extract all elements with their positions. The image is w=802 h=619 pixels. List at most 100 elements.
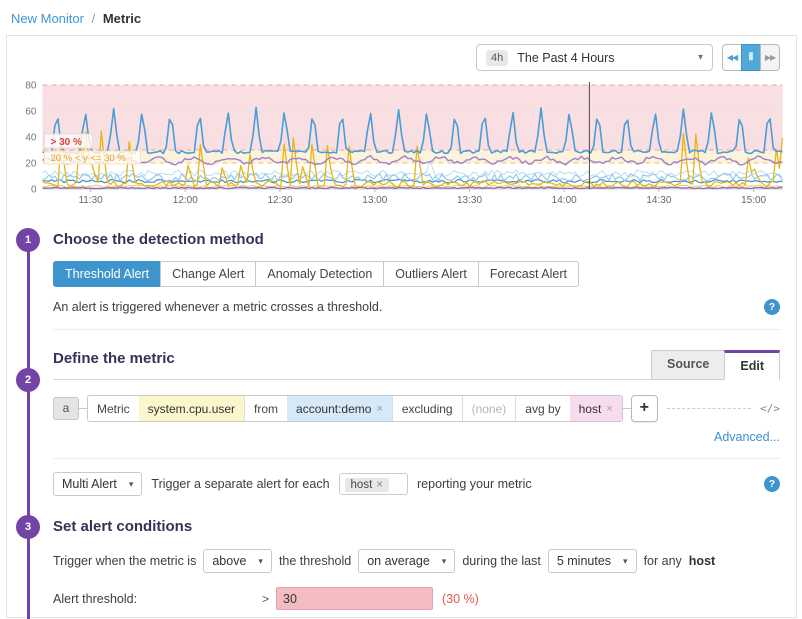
tab-edit[interactable]: Edit [724, 350, 780, 380]
step-connector-line [27, 243, 30, 619]
help-icon[interactable]: ? [764, 476, 780, 492]
trigger-text-2: the threshold [278, 554, 352, 568]
tab-outliers-alert[interactable]: Outliers Alert [383, 261, 479, 287]
avg-by-label: avg by [515, 396, 569, 421]
section-detection-method: 1 Choose the detection method Threshold … [16, 228, 780, 330]
svg-text:60: 60 [25, 107, 37, 118]
chevron-down-icon: ▾ [441, 555, 447, 566]
help-icon[interactable]: ? [764, 299, 780, 315]
breadcrumb: New Monitor / Metric [0, 0, 802, 35]
multi-alert-tag-input[interactable]: host × [338, 473, 408, 495]
divider [53, 458, 780, 459]
svg-text:13:00: 13:00 [362, 195, 387, 206]
multi-alert-text-before: Trigger a separate alert for each [151, 477, 330, 491]
svg-text:14:30: 14:30 [646, 195, 671, 206]
svg-text:0: 0 [31, 185, 37, 196]
svg-text:13:30: 13:30 [457, 195, 482, 206]
remove-icon[interactable]: × [606, 402, 613, 415]
chevron-down-icon: ▾ [128, 478, 134, 489]
metric-name-token[interactable]: system.cpu.user [138, 396, 245, 421]
alert-threshold-operator: > [261, 591, 269, 606]
monitor-steps: 1 Choose the detection method Threshold … [7, 207, 796, 619]
query-letter-badge: a [53, 397, 79, 420]
add-query-button[interactable]: + [630, 395, 658, 422]
detection-method-tabs: Threshold Alert Change Alert Anomaly Det… [53, 261, 780, 287]
svg-text:12:00: 12:00 [173, 195, 198, 206]
timeframe-select[interactable]: 5 minutes ▾ [547, 549, 637, 573]
trigger-text-4: for any [643, 554, 682, 568]
time-range-badge: 4h [486, 49, 509, 66]
multi-alert-row: Multi Alert ▾ Trigger a separate alert f… [53, 472, 780, 496]
multi-alert-text-after: reporting your metric [417, 477, 532, 491]
chevron-down-icon: ▾ [623, 555, 628, 566]
time-range-label: The Past 4 Hours [517, 50, 615, 65]
breadcrumb-current: Metric [102, 11, 142, 26]
from-label: from [244, 396, 287, 421]
svg-text:12:30: 12:30 [267, 195, 292, 206]
time-range-bar: 4h The Past 4 Hours ▾ ◀◀ Ⅱ ▶▶ [7, 36, 796, 75]
trigger-text-3: during the last [462, 554, 541, 568]
section-alert-conditions: 3 Set alert conditions Trigger when the … [16, 515, 780, 619]
section-define-metric: 2 Define the metric Source Edit a Metric… [16, 350, 780, 496]
svg-text:20: 20 [25, 159, 37, 170]
forward-button[interactable]: ▶▶ [760, 44, 780, 71]
svg-text:> 30 %: > 30 % [51, 137, 83, 148]
step-number-2: 2 [16, 368, 40, 392]
remove-icon[interactable]: × [376, 479, 383, 491]
dashed-rule [666, 408, 752, 409]
trigger-text-1: Trigger when the metric is [53, 554, 197, 568]
monitor-editor-card: 4h The Past 4 Hours ▾ ◀◀ Ⅱ ▶▶ 0 20 40 60 80 1… [6, 35, 797, 619]
tab-anomaly-detection[interactable]: Anomaly Detection [255, 261, 385, 287]
tab-forecast-alert[interactable]: Forecast Alert [477, 261, 579, 287]
threshold-table: Alert threshold: > (30 %) Warning thresh… [53, 587, 780, 619]
svg-text:14:00: 14:00 [552, 195, 577, 206]
connector [622, 408, 631, 409]
svg-text:11:30: 11:30 [78, 195, 103, 206]
alert-threshold-input[interactable] [276, 587, 433, 610]
aggregation-select[interactable]: on average ▾ [358, 549, 456, 573]
remove-icon[interactable]: × [376, 402, 383, 415]
playback-controls: ◀◀ Ⅱ ▶▶ [722, 44, 780, 71]
detection-method-description: An alert is triggered whenever a metric … [53, 300, 383, 314]
step-number-3: 3 [16, 515, 40, 539]
rewind-button[interactable]: ◀◀ [722, 44, 742, 71]
breadcrumb-separator: / [91, 11, 96, 26]
query-mode-tabs: Source Edit [651, 350, 780, 380]
alert-threshold-row: Alert threshold: > (30 %) [53, 587, 780, 610]
section-1-title: Choose the detection method [53, 231, 264, 248]
avg-by-token[interactable]: host × [569, 396, 622, 421]
trigger-condition-row: Trigger when the metric is above ▾ the t… [53, 549, 780, 573]
excluding-label: excluding [391, 396, 462, 421]
tab-source[interactable]: Source [651, 350, 726, 380]
chevron-down-icon: ▾ [258, 555, 263, 566]
connector [79, 408, 87, 409]
advanced-link[interactable]: Advanced... [713, 430, 780, 444]
section-3-title: Set alert conditions [53, 518, 193, 535]
tab-change-alert[interactable]: Change Alert [160, 261, 257, 287]
metric-label: Metric [97, 401, 130, 416]
tab-threshold-alert[interactable]: Threshold Alert [53, 261, 162, 287]
step-number-1: 1 [16, 228, 40, 252]
metric-query-row: a Metric system.cpu.user from account:de… [53, 395, 780, 422]
alert-type-select[interactable]: Multi Alert ▾ [53, 472, 143, 496]
svg-text:80: 80 [25, 81, 37, 92]
svg-text:20 % < y <= 30 %: 20 % < y <= 30 % [51, 153, 127, 164]
code-editor-icon[interactable]: </> [760, 402, 780, 415]
section-2-title: Define the metric [53, 350, 175, 367]
alert-threshold-label: Alert threshold: [53, 591, 138, 606]
metric-preview-chart[interactable]: 0 20 40 60 80 11:30 12:00 12:30 13:00 13:30 14:00 1… [7, 75, 796, 207]
excluding-value[interactable]: (none) [461, 396, 516, 421]
from-scope-token[interactable]: account:demo × [287, 396, 392, 421]
breadcrumb-new-monitor-link[interactable]: New Monitor [11, 11, 84, 26]
comparator-select[interactable]: above ▾ [203, 549, 272, 573]
divider [53, 329, 780, 330]
trigger-group-name: host [688, 554, 716, 568]
alert-threshold-annotation: (30 %) [442, 591, 479, 606]
svg-text:40: 40 [25, 133, 37, 144]
chevron-down-icon: ▾ [697, 52, 703, 63]
svg-text:15:00: 15:00 [741, 195, 766, 206]
host-tag: host × [344, 478, 389, 492]
pause-button[interactable]: Ⅱ [741, 44, 761, 71]
metric-query-bar: Metric system.cpu.user from account:demo… [87, 395, 623, 422]
time-range-select[interactable]: 4h The Past 4 Hours ▾ [476, 44, 713, 71]
